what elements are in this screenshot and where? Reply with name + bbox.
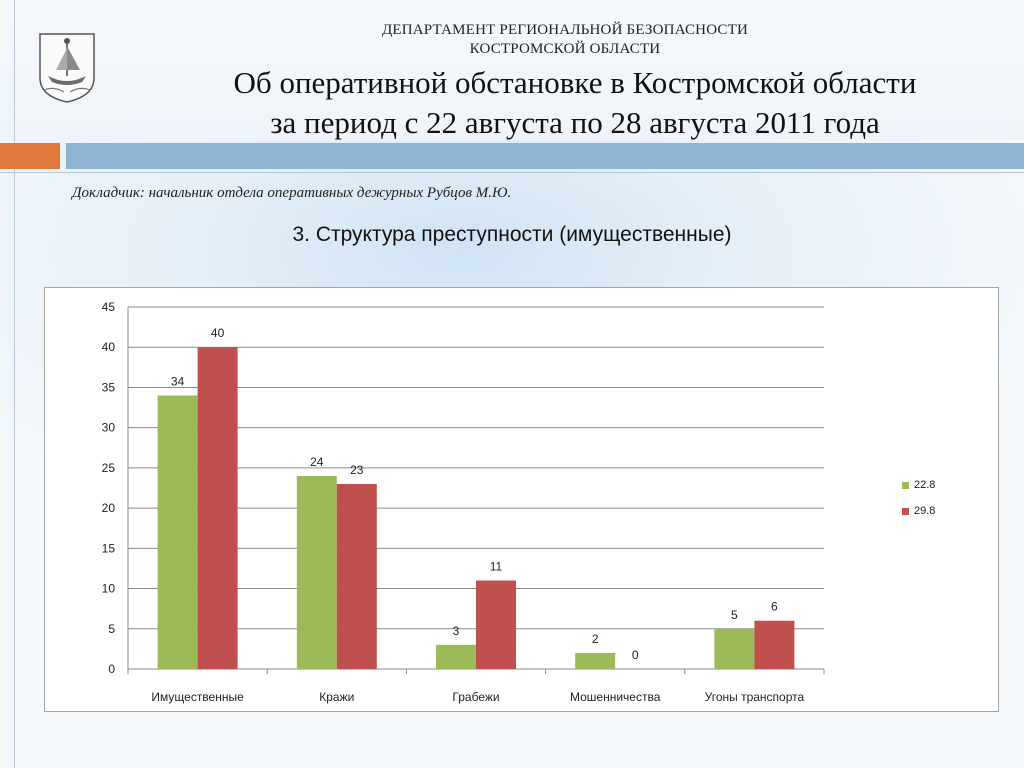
- y-tick-label: 30: [102, 421, 116, 435]
- bar-series2: [754, 620, 795, 669]
- data-label: 6: [771, 600, 778, 614]
- department-name-line1: ДЕПАРТАМЕНТ РЕГИОНАЛЬНОЙ БЕЗОПАСНОСТИ: [381, 22, 749, 38]
- data-label: 2: [592, 632, 599, 646]
- data-label: 0: [632, 648, 639, 662]
- bar-series2: [476, 580, 516, 669]
- coat-of-arms-emblem: [39, 33, 95, 103]
- slide-title-line1: Об оперативной обстановке в Костромской …: [233, 65, 917, 100]
- bar-series1: [714, 628, 755, 669]
- y-tick-label: 40: [102, 340, 116, 354]
- data-label: 40: [211, 326, 225, 340]
- speaker-line: Докладчик: начальник отдела оперативных …: [72, 185, 512, 201]
- slide-title-line2: за период с 22 августа по 28 августа 201…: [270, 105, 880, 140]
- data-label: 3: [453, 624, 460, 638]
- x-tick-label: Мошенничества: [570, 690, 661, 704]
- data-label: 34: [171, 374, 185, 388]
- accent-band-orange: [0, 143, 60, 169]
- y-tick-label: 15: [102, 541, 116, 555]
- legend-label: 22.8: [914, 479, 936, 491]
- y-tick-label: 25: [102, 461, 116, 475]
- legend-swatch: [902, 508, 909, 515]
- y-tick-label: 10: [102, 582, 116, 596]
- x-tick-label: Угоны транспорта: [705, 690, 805, 704]
- data-label: 11: [490, 560, 503, 574]
- y-tick-label: 5: [108, 622, 115, 636]
- department-name-line2: КОСТРОМСКОЙ ОБЛАСТИ: [469, 41, 661, 57]
- x-tick-label: Грабежи: [452, 690, 499, 704]
- bar-series1: [575, 652, 616, 669]
- bar-series1: [157, 395, 198, 669]
- y-tick-label: 45: [102, 300, 116, 314]
- data-label: 5: [731, 608, 738, 622]
- y-tick-label: 35: [102, 380, 116, 394]
- x-tick-label: Имущественные: [151, 690, 244, 704]
- legend-swatch: [902, 482, 909, 489]
- bar-series2: [197, 347, 238, 669]
- header: [0, 0, 1024, 140]
- bar-series1: [296, 475, 337, 669]
- section-title: 3. Структура преступности (имущественные…: [292, 223, 732, 246]
- data-label: 23: [350, 463, 364, 477]
- bar-series2: [336, 483, 377, 669]
- y-tick-label: 0: [108, 662, 115, 676]
- accent-band-blue: [66, 143, 1024, 169]
- divider-line: [0, 172, 1024, 173]
- x-tick-label: Кражи: [319, 690, 354, 704]
- legend-label: 29.8: [914, 505, 936, 517]
- bar-series1: [436, 644, 476, 669]
- left-rule: [14, 0, 15, 768]
- data-label: 24: [310, 455, 324, 469]
- y-tick-label: 20: [102, 501, 116, 515]
